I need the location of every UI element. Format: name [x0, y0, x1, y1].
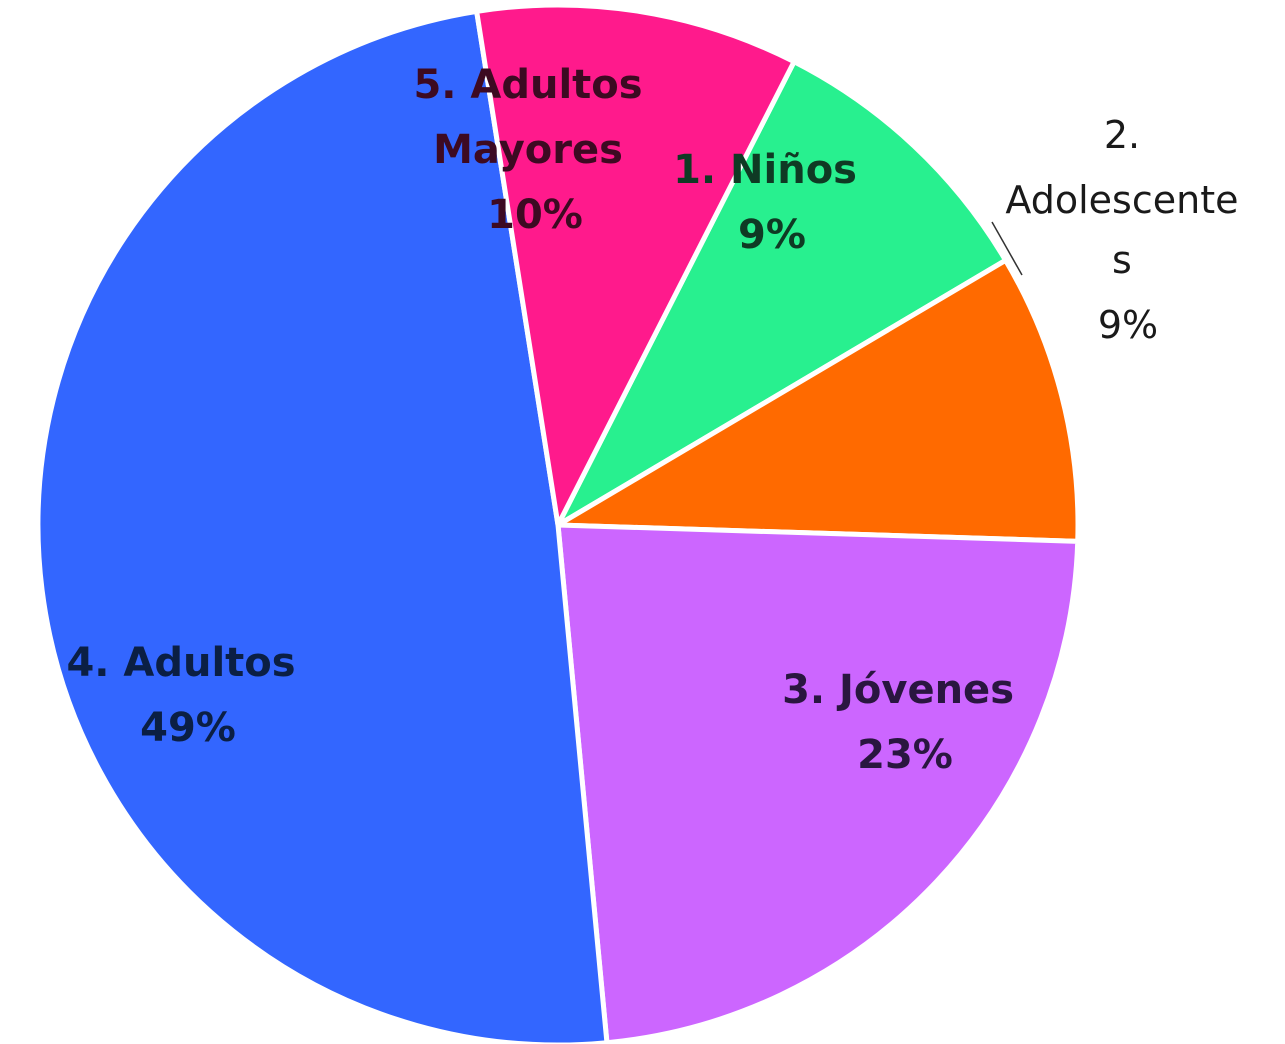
pie-slice-3 [555, 522, 1081, 1044]
pie-slice-4 [35, 8, 610, 1044]
pie-slices [35, 2, 1081, 1044]
slice-label-ninos: 1. Niños 9% [673, 147, 871, 258]
pie-slice-2 [555, 257, 1081, 544]
slice-label-adolescentes: 2. Adolescente s 9% [1005, 113, 1250, 347]
pie-slice-1 [555, 59, 1009, 528]
label-leader-line [991, 221, 1023, 276]
slice-label-adultos: 4. Adultos 49% [66, 640, 309, 751]
slice-label-adultos-mayores: 5. Adultos Mayores 10% [413, 62, 656, 238]
pie-slice-5 [474, 2, 797, 528]
slice-label-jovenes: 3. Jóvenes 23% [782, 667, 1028, 778]
